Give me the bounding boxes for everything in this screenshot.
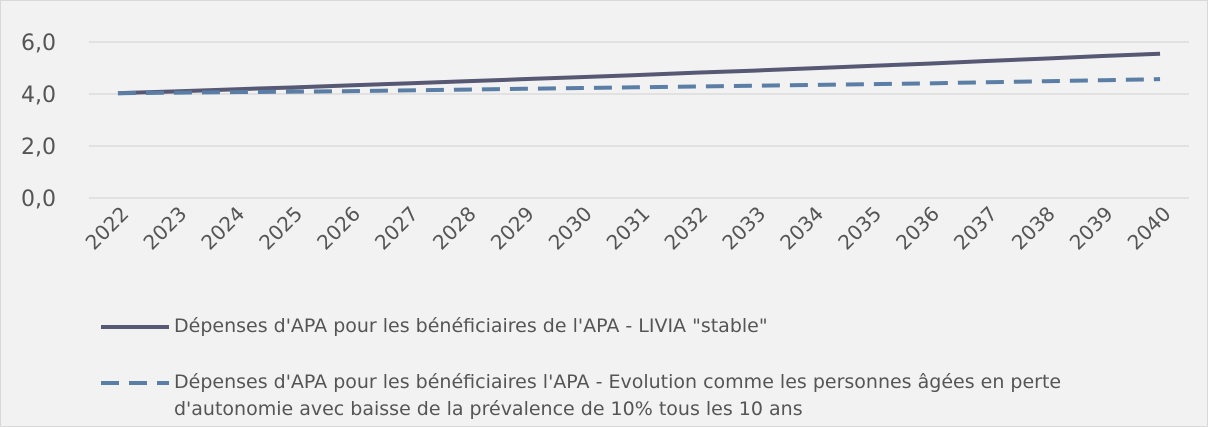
y-tick-label: 6,0 [21, 31, 56, 56]
x-tick-label: 2037 [949, 202, 1002, 255]
y-tick-label: 4,0 [21, 83, 56, 108]
x-tick-label: 2038 [1007, 202, 1060, 255]
x-tick-label: 2033 [717, 202, 770, 255]
x-tick-label: 2031 [602, 202, 655, 255]
legend-label: Dépenses d'APA pour les bénéficiaires l'… [174, 371, 1062, 420]
x-tick-label: 2024 [196, 202, 249, 255]
x-tick-label: 2028 [428, 202, 481, 255]
line-series [117, 51, 1161, 96]
x-tick-label: 2023 [138, 202, 191, 255]
y-tick-label: 2,0 [21, 135, 56, 160]
x-tick-label: 2034 [775, 202, 828, 255]
x-tick-label: 2025 [254, 202, 307, 255]
x-tick-label: 2035 [833, 202, 886, 255]
x-tick-label: 2022 [81, 202, 134, 255]
y-tick-label: 0,0 [21, 187, 56, 212]
x-tick-label: 2030 [544, 202, 597, 255]
x-tick-label: 2027 [370, 202, 423, 255]
x-tick-label: 2029 [486, 202, 539, 255]
x-tick-label: 2039 [1065, 202, 1118, 255]
legend-label: Dépenses d'APA pour les bénéficiaires de… [174, 315, 768, 337]
x-tick-label: 2040 [1123, 202, 1176, 255]
x-tick-label: 2036 [891, 202, 944, 255]
x-tick-label: 2026 [312, 202, 365, 255]
x-tick-label: 2032 [659, 202, 712, 255]
line-series [117, 77, 1161, 96]
